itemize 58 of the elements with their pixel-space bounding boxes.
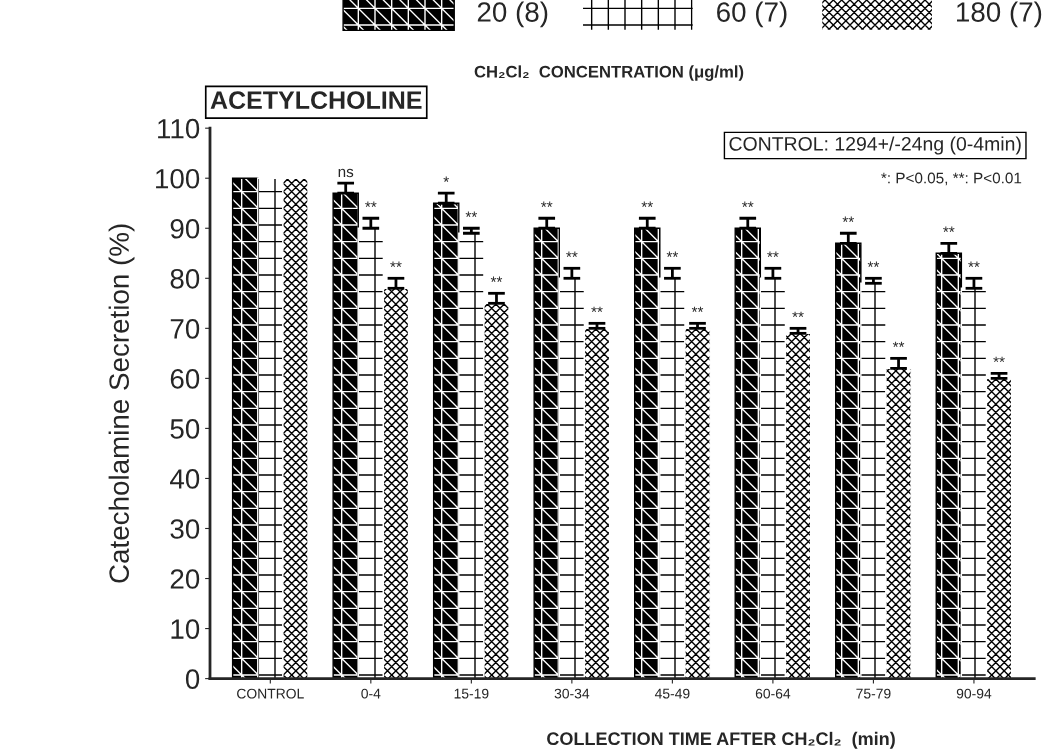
data-label: **	[968, 261, 980, 267]
x-axis-title: COLLECTION TIME AFTER CH₂Cl₂ (min)	[547, 731, 895, 749]
y-tick-label: 30	[170, 519, 200, 539]
bar	[633, 227, 661, 679]
data-label: **	[867, 261, 880, 267]
y-tick-label: 20	[170, 569, 200, 589]
y-axis-title: Catecholamine Secretion (%)	[108, 224, 135, 583]
y-tick-label: 50	[170, 419, 200, 439]
annotation: *: P<0.05, **: P<0.01	[881, 172, 1022, 186]
bar	[231, 177, 259, 679]
legend-label: 180 (7)	[957, 1, 1042, 28]
bar	[533, 227, 560, 679]
data-label: **	[365, 201, 377, 207]
x-tick-label: 60-64	[755, 688, 791, 699]
y-tick-label: 0	[185, 669, 200, 689]
y-tick-label: 70	[170, 319, 200, 339]
legend-label: 60 (7)	[717, 1, 787, 28]
data-label: **	[566, 251, 578, 257]
data-label: **	[641, 201, 653, 207]
y-tick-label: 60	[170, 369, 200, 389]
bar	[432, 202, 460, 679]
y-tick-label: 90	[170, 218, 200, 239]
data-label: **	[666, 251, 679, 257]
chart-title: ACETYLCHOLINE	[210, 91, 422, 109]
y-tick-label: 100	[156, 168, 200, 189]
x-tick-label: CONTROL	[237, 688, 304, 699]
annotation: CONTROL: 1294+/-24ng (0-4min)	[729, 136, 1021, 155]
legend-title: CH₂Cl₂ CONCENTRATION (μg/ml)	[474, 65, 744, 81]
data-label: **	[541, 201, 553, 207]
bar	[835, 242, 862, 679]
x-tick-label: 75-79	[856, 688, 891, 699]
y-tick-label: 10	[171, 619, 200, 639]
data-label: **	[691, 306, 704, 313]
data-label: **	[591, 306, 603, 313]
data-label: **	[465, 211, 478, 217]
data-label: *	[443, 176, 449, 182]
data-label: **	[993, 356, 1005, 363]
data-label: **	[892, 341, 905, 348]
bar	[332, 192, 359, 679]
x-tick-label: 45-49	[654, 688, 690, 699]
data-label: **	[943, 226, 955, 232]
data-label: **	[490, 276, 503, 282]
y-tick-label: 110	[158, 118, 200, 139]
data-label: **	[842, 216, 854, 222]
x-tick-label: 30-34	[554, 688, 590, 699]
data-label: **	[792, 311, 804, 318]
data-label: **	[742, 201, 754, 207]
y-tick-label: 80	[170, 268, 200, 289]
bar	[935, 252, 963, 679]
data-label: **	[390, 261, 402, 267]
data-label: ns	[338, 168, 354, 178]
x-tick-label: 15-19	[454, 688, 489, 699]
data-label: **	[767, 251, 779, 257]
bar	[734, 227, 762, 679]
legend-label: 20 (8)	[477, 1, 548, 28]
x-tick-label: 90-94	[956, 688, 992, 699]
x-tick-label: 0-4	[361, 688, 381, 699]
y-tick-label: 40	[170, 469, 200, 489]
